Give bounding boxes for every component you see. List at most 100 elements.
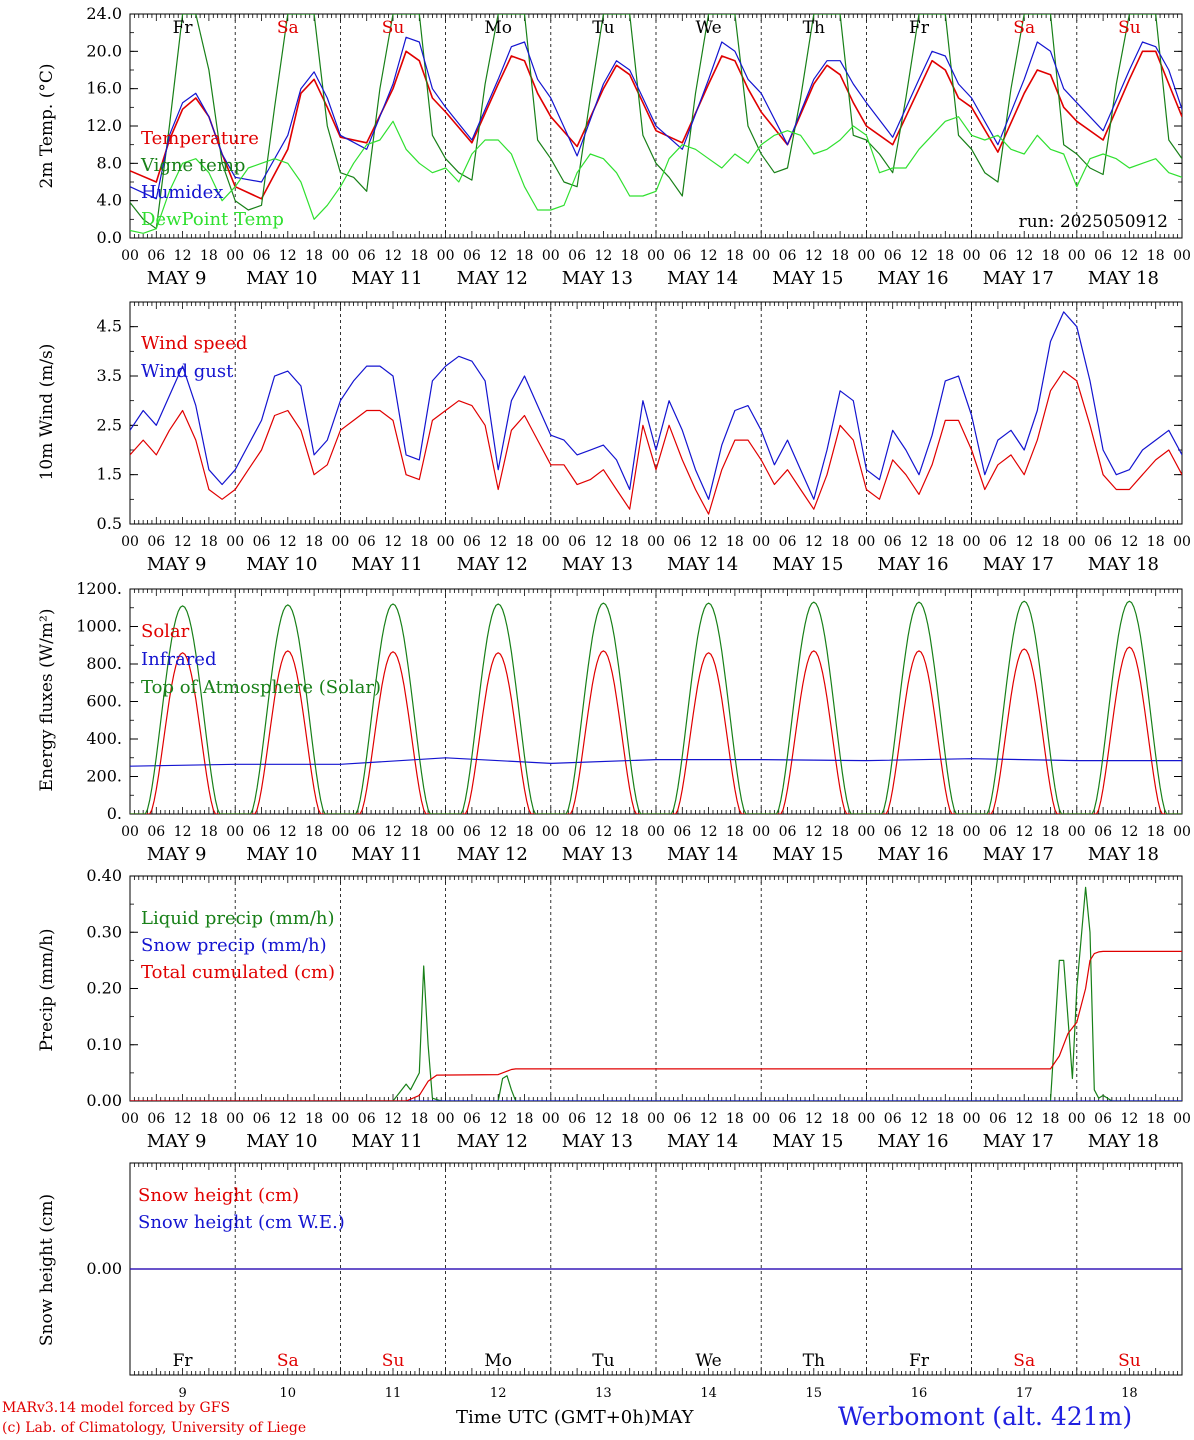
hour-tick-label: 00	[542, 534, 560, 550]
hour-tick-label: 12	[594, 248, 612, 264]
date-label: MAY 12	[457, 268, 528, 289]
date-label: MAY 13	[562, 844, 633, 865]
day-number-label: 10	[280, 1386, 297, 1401]
hour-tick-label: 06	[463, 1111, 481, 1127]
y-tick-label: 4.5	[97, 317, 122, 336]
hour-tick-label: 12	[700, 248, 718, 264]
weekday-label: Sa	[1013, 18, 1035, 38]
hour-tick-label: 00	[1068, 534, 1086, 550]
day-number-label: 16	[911, 1386, 928, 1401]
hour-tick-label: 12	[700, 1111, 718, 1127]
hour-tick-label: 00	[1173, 824, 1191, 840]
hour-tick-label: 18	[410, 824, 428, 840]
hour-tick-label: 00	[752, 534, 770, 550]
y-tick-label: 0.00	[86, 1091, 122, 1110]
hour-tick-label: 12	[594, 534, 612, 550]
legend-entry: Snow precip (mm/h)	[141, 935, 327, 956]
hour-tick-label: 06	[568, 1111, 586, 1127]
date-label: MAY 14	[667, 844, 738, 865]
run-annotation: run: 2025050912	[1019, 212, 1168, 232]
hour-tick-label: 18	[410, 1111, 428, 1127]
weekday-label: Th	[803, 1351, 825, 1371]
hour-tick-label: 06	[1094, 824, 1112, 840]
weekday-label: Su	[382, 1351, 405, 1371]
day-number-label: 15	[806, 1386, 823, 1401]
day-number-label: 9	[178, 1386, 186, 1401]
date-label: MAY 17	[983, 1131, 1054, 1152]
hour-tick-label: 18	[200, 1111, 218, 1127]
hour-tick-label: 06	[463, 824, 481, 840]
hour-tick-label: 06	[884, 534, 902, 550]
date-label: MAY 17	[983, 268, 1054, 289]
series-top-of-atmosphere-solar	[130, 600, 1182, 814]
hour-tick-label: 12	[489, 1111, 507, 1127]
weekday-label: Tu	[592, 1351, 614, 1371]
legend-entry: Wind gust	[141, 361, 234, 382]
date-label: MAY 15	[772, 554, 843, 575]
hour-tick-label: 00	[331, 1111, 349, 1127]
legend-entry: Wind speed	[141, 333, 247, 354]
hour-tick-label: 18	[1147, 534, 1165, 550]
hour-tick-label: 00	[857, 534, 875, 550]
hour-tick-label: 06	[253, 1111, 271, 1127]
date-label: MAY 14	[667, 268, 738, 289]
legend-entry: Temperature	[141, 128, 259, 149]
hour-tick-label: 00	[226, 534, 244, 550]
series-group	[130, 600, 1182, 814]
hour-tick-label: 18	[200, 534, 218, 550]
hour-tick-label: 00	[542, 1111, 560, 1127]
legend-entry: Humidex	[141, 182, 223, 203]
date-label: MAY 16	[877, 844, 948, 865]
hour-tick-label: 06	[358, 1111, 376, 1127]
hour-tick-label: 18	[516, 1111, 534, 1127]
weekday-label: Sa	[277, 18, 299, 38]
y-tick-label: 8.0	[97, 153, 122, 172]
date-label: MAY 17	[983, 554, 1054, 575]
weekday-label: Fr	[909, 18, 930, 38]
weekday-label: We	[696, 18, 722, 38]
hour-tick-label: 12	[279, 824, 297, 840]
date-label: MAY 11	[351, 554, 422, 575]
date-label: MAY 10	[246, 554, 317, 575]
panel-4: 0.00 0.10 0.20 0.30 0.40 Precip (mm/h) Liquid …	[37, 866, 1191, 1152]
hour-tick-label: 18	[410, 534, 428, 550]
date-label: MAY 10	[246, 844, 317, 865]
date-label: MAY 16	[877, 554, 948, 575]
hour-tick-label: 18	[936, 534, 954, 550]
legend-entry: Snow height (cm W.E.)	[138, 1212, 345, 1233]
hour-tick-label: 12	[594, 1111, 612, 1127]
hour-tick-label: 12	[1015, 248, 1033, 264]
hour-tick-label: 06	[779, 1111, 797, 1127]
weekday-label: Fr	[173, 18, 194, 38]
hour-tick-label: 18	[516, 248, 534, 264]
time-axis-label: Time UTC (GMT+0h)	[456, 1407, 651, 1428]
hour-tick-label: 12	[910, 1111, 928, 1127]
hour-tick-label: 18	[200, 248, 218, 264]
hour-tick-label: 00	[647, 824, 665, 840]
hour-tick-label: 06	[463, 248, 481, 264]
legend-entry: Solar	[141, 621, 190, 642]
hour-tick-label: 18	[305, 1111, 323, 1127]
hour-tick-label: 12	[1120, 534, 1138, 550]
hour-tick-label: 00	[963, 534, 981, 550]
hour-tick-label: 06	[989, 248, 1007, 264]
panel-2: 0.5 1.5 2.5 3.5 4.5 10m Wind (m/s) Wind speed W…	[37, 301, 1191, 575]
hour-tick-label: 18	[1147, 824, 1165, 840]
hour-tick-label: 18	[200, 824, 218, 840]
hour-tick-label: 12	[910, 534, 928, 550]
hour-tick-label: 00	[331, 248, 349, 264]
hour-tick-label: 18	[1147, 248, 1165, 264]
hour-tick-label: 12	[700, 534, 718, 550]
time-axis-caption: Time UTC (GMT+0h)MAY	[456, 1407, 693, 1428]
hour-tick-label: 00	[121, 534, 139, 550]
date-label: MAY 12	[457, 844, 528, 865]
hour-tick-label: 18	[726, 534, 744, 550]
hour-tick-label: 00	[963, 1111, 981, 1127]
weekday-label: Su	[382, 18, 405, 38]
hour-tick-label: 18	[621, 534, 639, 550]
hour-tick-label: 12	[489, 824, 507, 840]
hour-tick-label: 12	[279, 534, 297, 550]
hour-tick-label: 06	[253, 248, 271, 264]
y-tick-label: 4.0	[97, 191, 122, 210]
